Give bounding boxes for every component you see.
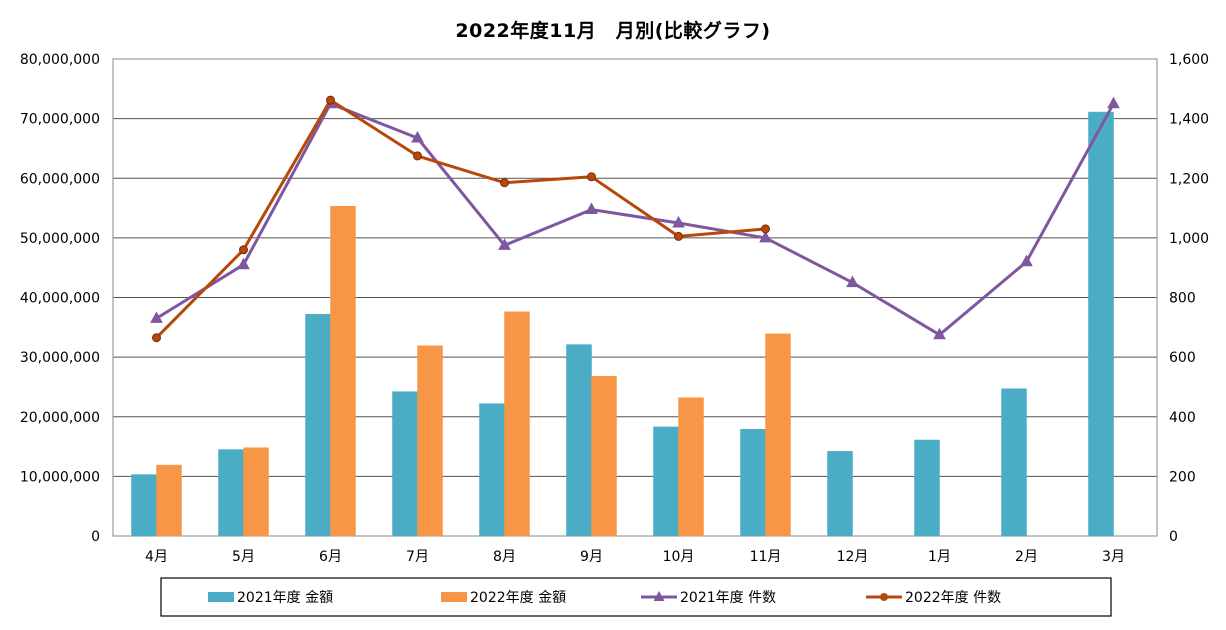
y-right-tick-label: 200	[1169, 469, 1196, 485]
bar-2022-2	[243, 447, 269, 537]
line-2022	[155, 98, 766, 339]
marker-2021-5	[498, 238, 511, 250]
legend-swatch-1	[208, 592, 234, 602]
y-left-tick-label: 50,000,000	[20, 231, 100, 247]
y-right-tick-label: 1,400	[1169, 112, 1209, 128]
legend-label-3: 2021年度 件数	[680, 590, 776, 606]
bar-2022-1	[156, 464, 182, 537]
y-right-tick-label: 600	[1169, 350, 1196, 366]
marker-2021-9	[846, 275, 859, 288]
bar-2021-3	[305, 313, 331, 537]
bar-2022-4	[417, 345, 443, 537]
marker-2022-8	[761, 224, 770, 234]
marker-2021-4	[411, 130, 424, 143]
plot-area	[112, 58, 1158, 537]
bars-group	[131, 111, 1114, 537]
legend-swatch-2	[441, 592, 467, 602]
y-right-tick-label: 1,200	[1169, 171, 1209, 187]
bar-2022-3	[330, 206, 356, 537]
y-right-tick-label: 800	[1169, 291, 1196, 307]
marker-2021-7	[672, 215, 685, 228]
x-tick-label: 9月	[580, 549, 603, 565]
bar-2021-7	[653, 426, 679, 537]
plot-border	[112, 58, 1158, 537]
x-tick-label: 4月	[145, 549, 168, 565]
y-left-tick-label: 60,000,000	[20, 171, 100, 187]
marker-2021-1	[150, 311, 163, 323]
marker-2021-6	[585, 202, 598, 215]
bar-2022-5	[504, 311, 530, 537]
y-left-tick-label: 0	[91, 529, 100, 545]
bar-2021-12	[1088, 111, 1114, 537]
y-right-tick-label: 1,000	[1169, 231, 1209, 247]
legend-marker-3	[653, 591, 665, 601]
marker-2022-1	[152, 333, 161, 343]
legend-label-1: 2021年度 金額	[237, 590, 333, 606]
marker-2021-12	[1107, 96, 1120, 109]
bar-2022-6	[591, 375, 617, 537]
marker-2022-7	[674, 231, 683, 241]
chart-title: 2022年度11月 月別(比較グラフ)	[455, 20, 771, 42]
x-tick-label: 7月	[406, 549, 429, 565]
y-left-tick-label: 30,000,000	[20, 350, 100, 366]
marker-2021-11	[1020, 254, 1033, 267]
grid-lines	[113, 58, 1157, 477]
marker-2022-3	[326, 95, 335, 105]
x-tick-label: 12月	[837, 549, 869, 565]
bar-2022-7	[678, 397, 704, 537]
y-right-tick-label: 1,600	[1169, 52, 1209, 68]
marker-2022-5	[500, 178, 509, 188]
marker-2021-10	[933, 327, 946, 340]
x-tick-label: 11月	[750, 549, 782, 565]
bar-2021-1	[131, 474, 157, 537]
y-left-tick-label: 70,000,000	[20, 112, 100, 128]
bar-2021-2	[218, 449, 244, 537]
x-tick-label: 5月	[232, 549, 255, 565]
line-2021	[155, 102, 1115, 337]
legend: 2021年度 金額 2022年度 金額 2021年度 件数 2022年度 件数	[160, 577, 1112, 617]
x-tick-label: 6月	[319, 549, 342, 565]
x-tick-label: 10月	[663, 549, 695, 565]
marker-2022-2	[239, 245, 248, 255]
y-right-tick-label: 400	[1169, 410, 1196, 426]
x-tick-label: 2月	[1015, 549, 1038, 565]
bar-2021-9	[827, 451, 853, 537]
legend-marker-4	[880, 593, 888, 601]
y-left-tick-label: 40,000,000	[20, 291, 100, 307]
bar-2021-10	[914, 439, 940, 537]
y-left-tick-label: 10,000,000	[20, 469, 100, 485]
legend-box	[160, 577, 1112, 617]
bar-2021-6	[566, 344, 592, 537]
y-left-tick-label: 80,000,000	[20, 52, 100, 68]
axes-group: 0 10,000,000 20,000,000 30,000,000 40,000,00…	[20, 52, 1209, 565]
y-left-tick-label: 20,000,000	[20, 410, 100, 426]
x-tick-label: 3月	[1102, 549, 1125, 565]
bar-2021-11	[1001, 388, 1027, 537]
lines-group	[150, 95, 1120, 343]
x-tick-label: 1月	[928, 549, 951, 565]
x-tick-label: 8月	[493, 549, 516, 565]
marker-2022-6	[587, 172, 596, 182]
y-right-tick-label: 0	[1169, 529, 1178, 545]
bar-2021-5	[479, 403, 505, 537]
bar-2021-8	[740, 429, 766, 537]
marker-2021-8	[759, 230, 772, 243]
bar-2021-4	[392, 391, 418, 537]
legend-label-4: 2022年度 件数	[905, 590, 1001, 606]
legend-label-2: 2022年度 金額	[470, 590, 566, 606]
marker-2022-4	[413, 151, 422, 161]
marker-2021-2	[237, 257, 250, 270]
bar-2022-8	[765, 333, 791, 537]
